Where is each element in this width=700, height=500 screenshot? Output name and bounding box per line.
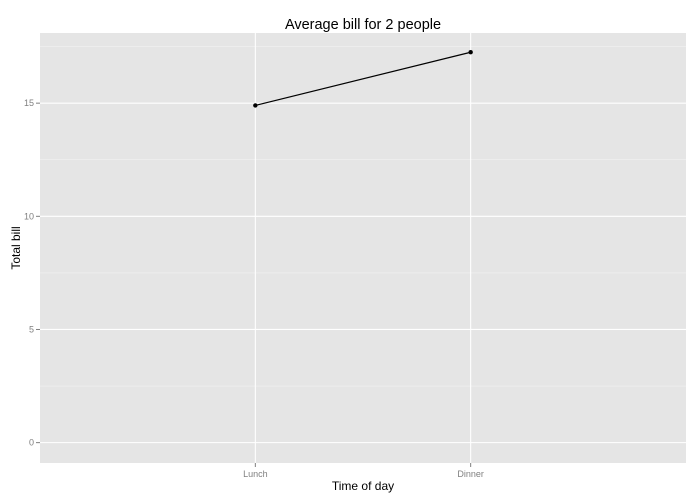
x-tick-label: Dinner	[457, 469, 484, 479]
data-point	[253, 103, 258, 108]
chart-title: Average bill for 2 people	[285, 17, 441, 33]
y-tick-label: 5	[29, 324, 34, 334]
series-total-bill	[253, 50, 473, 108]
data-point	[468, 50, 473, 55]
y-axis: 0 5 10 15	[24, 98, 40, 448]
x-axis-title: Time of day	[332, 479, 394, 493]
y-tick-label: 15	[24, 98, 34, 108]
x-tick-label: Lunch	[243, 469, 268, 479]
x-axis: Lunch Dinner	[243, 463, 484, 479]
major-gridlines	[40, 33, 686, 463]
y-tick-label: 0	[29, 438, 34, 448]
minor-gridlines	[40, 46, 686, 387]
y-tick-label: 10	[24, 211, 34, 221]
plot-panel	[40, 33, 686, 463]
y-axis-title: Total bill	[9, 226, 23, 269]
series-line	[255, 51, 471, 107]
